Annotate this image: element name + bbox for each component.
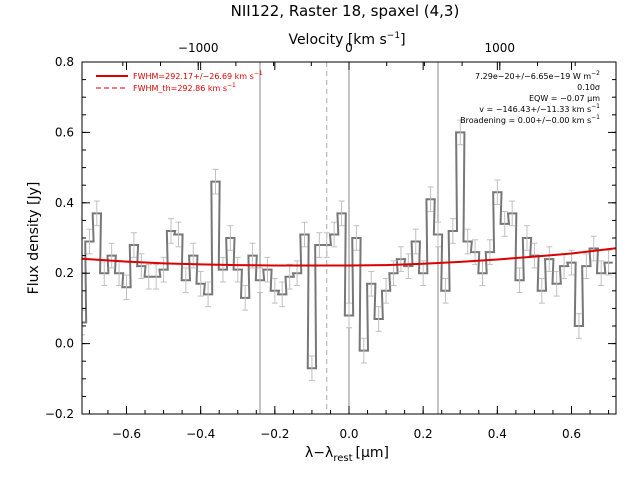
annotation-velocity: v = −146.43+/−11.33 km s−1 bbox=[479, 103, 600, 114]
x-tick-label: −0.2 bbox=[260, 427, 289, 441]
annotation-significance: 0.10σ bbox=[577, 83, 600, 92]
x-tick-label: −0.4 bbox=[186, 427, 215, 441]
y-tick-label: −0.2 bbox=[45, 407, 74, 421]
y-tick-label: 0.0 bbox=[55, 337, 74, 351]
reference-lines bbox=[259, 62, 439, 414]
top-tick-label: −1000 bbox=[178, 41, 219, 55]
top-tick-label: 0 bbox=[345, 41, 353, 55]
y-axis-label: Flux density [Jy] bbox=[26, 182, 42, 295]
annotation-broadening: Broadening = 0.00+/−0.00 km s−1 bbox=[460, 114, 600, 125]
top-axis-label: Velocity [km s−1] bbox=[288, 31, 405, 48]
y-tick-label: 0.8 bbox=[55, 55, 74, 69]
chart-title: NII122, Raster 18, spaxel (4,3) bbox=[231, 2, 460, 20]
annotation-line-flux: 7.29e−20+/−6.65e−19 W m−2 bbox=[475, 70, 600, 81]
x-axis-ticks: −0.6 −0.4 −0.2 0.0 0.2 0.4 0.6 bbox=[88, 62, 610, 441]
x-axis-label: λ−λrest [μm] bbox=[305, 445, 389, 464]
x-tick-label: 0.0 bbox=[339, 427, 358, 441]
annotation-eqw: EQW = −0.07 μm bbox=[529, 94, 600, 103]
spectrum-histogram bbox=[82, 131, 613, 370]
x-tick-label: 0.2 bbox=[414, 427, 433, 441]
legend: FWHM=292.17+/−26.69 km s−1 FWHM_th=292.8… bbox=[96, 70, 263, 93]
x-tick-label: −0.6 bbox=[112, 427, 141, 441]
y-tick-label: 0.4 bbox=[55, 196, 74, 210]
top-axis-ticks: −1000 0 1000 bbox=[122, 41, 576, 70]
fit-curve bbox=[82, 247, 616, 267]
error-bars bbox=[82, 119, 612, 382]
legend-label-thermal: FWHM_th=292.86 km s−1 bbox=[133, 82, 236, 93]
y-tick-label: 0.2 bbox=[55, 266, 74, 280]
fit-curve-line bbox=[82, 247, 616, 267]
fit-annotations: 7.29e−20+/−6.65e−19 W m−2 0.10σ EQW = −0… bbox=[460, 70, 600, 125]
y-axis-ticks: −0.2 0.0 0.2 0.4 0.6 0.8 bbox=[45, 55, 616, 421]
histogram-steps bbox=[82, 131, 613, 370]
top-tick-label: 1000 bbox=[485, 41, 516, 55]
x-tick-label: 0.4 bbox=[488, 427, 507, 441]
legend-label-fit: FWHM=292.17+/−26.69 km s−1 bbox=[133, 70, 263, 81]
x-tick-label: 0.6 bbox=[562, 427, 581, 441]
y-tick-label: 0.6 bbox=[55, 125, 74, 139]
